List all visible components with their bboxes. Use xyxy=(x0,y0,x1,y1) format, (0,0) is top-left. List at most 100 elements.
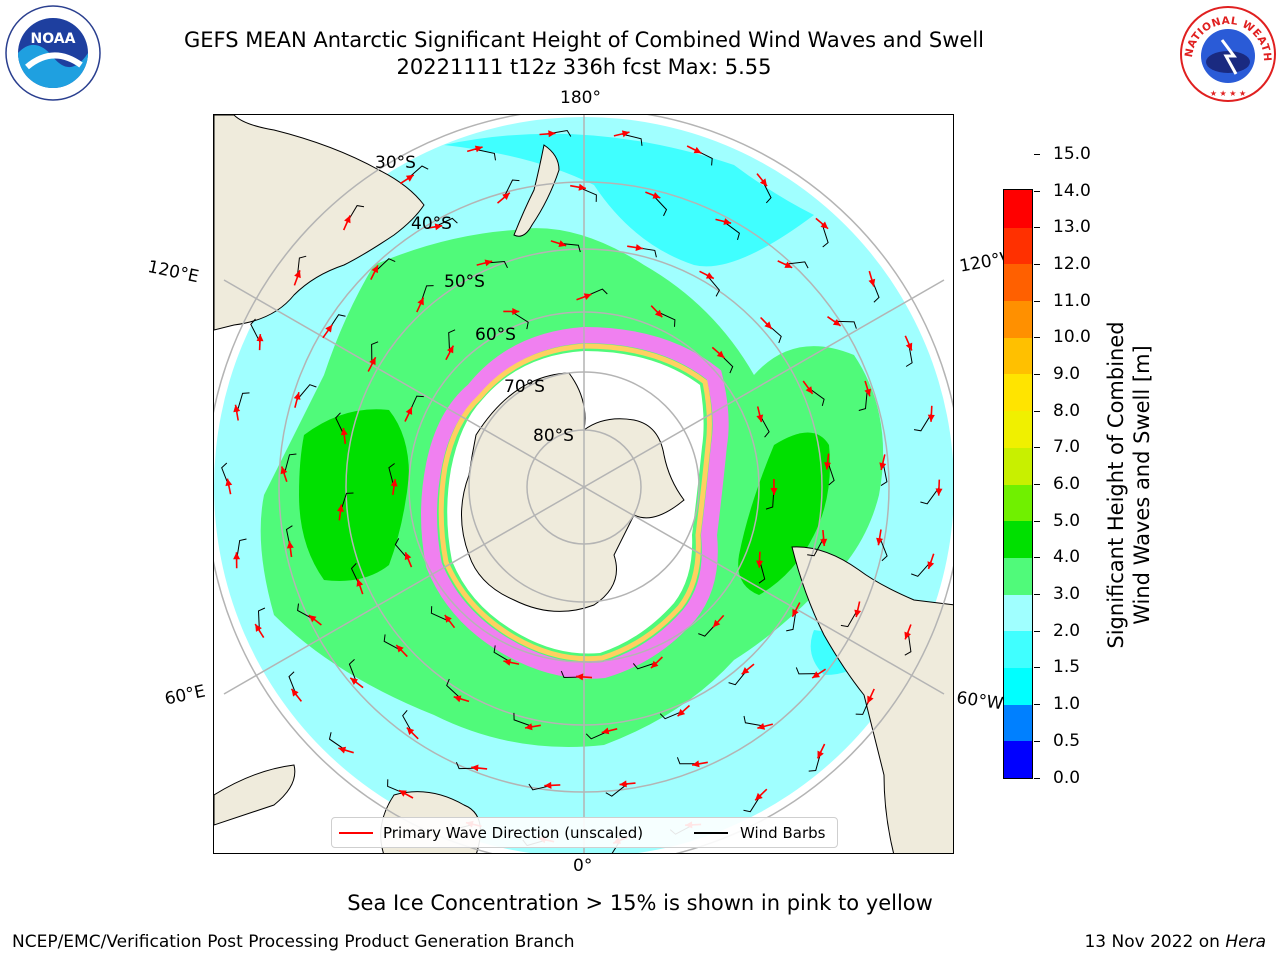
wind-barb xyxy=(296,255,307,278)
colorbar-segment xyxy=(1004,593,1032,632)
colorbar-tick xyxy=(1034,227,1040,229)
colorbar-segment xyxy=(1004,300,1032,338)
footer-host: Hera xyxy=(1225,932,1266,952)
wave-arrow-head xyxy=(904,631,911,640)
wind-barb xyxy=(761,179,772,204)
noaa-logo-text: NOAA xyxy=(31,31,76,47)
colorbar xyxy=(1003,189,1033,779)
wave-arrow-head xyxy=(356,578,364,587)
colorbar-tick xyxy=(1034,337,1040,339)
wave-arrow-head xyxy=(396,645,404,653)
wave-arrow-head xyxy=(474,145,483,153)
wave-arrow-head xyxy=(770,488,778,495)
wind-barb xyxy=(879,537,888,562)
graticule xyxy=(214,115,953,853)
wave-arrow-head xyxy=(805,386,813,394)
wave-arrow-head xyxy=(453,695,462,703)
wind-barb xyxy=(759,414,770,438)
colorbar-tick xyxy=(1034,263,1040,265)
wave-arrow-head xyxy=(294,270,301,279)
wave-arrow-head xyxy=(723,218,732,225)
colorbar-segment xyxy=(1004,227,1032,265)
wind-barb xyxy=(858,388,868,411)
wind-barb xyxy=(484,260,508,269)
colorbar-tick-label: 2.0 xyxy=(1053,620,1081,641)
wave-arrow-head xyxy=(854,609,862,618)
wave-arrow-head xyxy=(764,321,772,329)
wave-arrow-head xyxy=(233,552,241,560)
lon-label-60w: 60°W xyxy=(955,688,1005,715)
colorbar-tick-label: 1.5 xyxy=(1053,657,1081,678)
wave-arrow-head xyxy=(512,308,520,315)
lat-label-50s: 50°S xyxy=(444,272,485,292)
wave-arrow-head xyxy=(578,183,586,191)
wind-barb xyxy=(335,412,345,437)
wave-arrow-head xyxy=(759,178,767,187)
wind-barb xyxy=(236,392,250,413)
wave-arrow-head xyxy=(756,414,764,423)
wind-barb xyxy=(834,320,857,329)
wave-arrow-head xyxy=(692,760,700,768)
wind-barb xyxy=(493,645,512,663)
colorbar-tick xyxy=(1034,373,1040,375)
wave-arrow-head xyxy=(792,608,799,617)
wind-barb xyxy=(827,461,835,486)
wave-arrow-head xyxy=(337,504,344,512)
wind-barb xyxy=(350,563,361,587)
wind-barb xyxy=(283,453,297,475)
colorbar-tick xyxy=(1034,630,1040,632)
wave-arrow-head xyxy=(255,624,262,632)
wave-arrow-head xyxy=(390,479,398,487)
lat-label-40s: 40°S xyxy=(411,214,452,234)
wind-barb xyxy=(558,242,581,253)
madagascar-land xyxy=(214,764,296,826)
wind-barb xyxy=(880,462,888,487)
wave-arrow-head xyxy=(434,223,443,231)
wind-barb xyxy=(621,133,643,146)
wind-barb xyxy=(371,341,379,365)
wave-arrow-head xyxy=(868,278,876,287)
wind-barb xyxy=(511,311,529,330)
antarctic-map[interactable]: 30°S 40°S 50°S 60°S 70°S 80°S xyxy=(213,114,954,854)
wave-arrow-head xyxy=(757,723,766,730)
wave-arrow-head xyxy=(525,723,533,731)
colorbar-segment xyxy=(1004,410,1032,448)
wave-arrow-head xyxy=(308,615,317,623)
wind-barb xyxy=(448,329,456,353)
wind-barb xyxy=(446,678,462,700)
wind-barb xyxy=(795,667,819,675)
colorbar-tick-label: 5.0 xyxy=(1053,510,1081,531)
wave-arrow-head xyxy=(755,792,763,801)
noaa-logo-icon: NOAA xyxy=(5,5,101,101)
wind-barb xyxy=(296,384,317,401)
colorbar-segment xyxy=(1004,337,1032,375)
colorbar-segment xyxy=(1004,447,1032,485)
wind-barb xyxy=(743,794,762,813)
wave-arrow-head xyxy=(405,174,414,182)
sea-ice-inner-edge xyxy=(438,343,712,662)
wave-arrow-head xyxy=(820,538,828,546)
wave-arrow-head xyxy=(601,727,610,735)
nws-logo-icon: NATIONAL WEATHER SERVICE ★ ★ ★ ★ xyxy=(1178,4,1276,102)
legend-barb-label: Wind Barbs xyxy=(740,824,826,842)
wave-arrow-head xyxy=(824,462,831,470)
wave-arrow-head xyxy=(651,660,659,669)
australia-land xyxy=(214,115,425,331)
footer-date-text: 13 Nov 2022 on xyxy=(1084,932,1226,952)
colorbar-tick xyxy=(1034,777,1040,779)
wave-arrow-head xyxy=(405,407,413,415)
footer-producer: NCEP/EMC/Verification Post Processing Pr… xyxy=(12,932,575,952)
colorbar-segment xyxy=(1004,740,1032,778)
colorbar-tick xyxy=(1034,447,1040,449)
wave-arrow-head xyxy=(340,428,348,436)
wind-barbs xyxy=(221,129,940,853)
sea-ice-ring xyxy=(421,326,729,679)
wind-barb xyxy=(920,487,940,505)
colorbar-segment xyxy=(1004,630,1032,668)
wave-arrow-head xyxy=(927,414,935,422)
wind-barb xyxy=(346,205,365,224)
wind-barb xyxy=(585,730,610,740)
wave-arrow-head xyxy=(286,541,294,549)
wave-arrow-head xyxy=(576,673,584,681)
lat-label-70s: 70°S xyxy=(504,377,545,397)
